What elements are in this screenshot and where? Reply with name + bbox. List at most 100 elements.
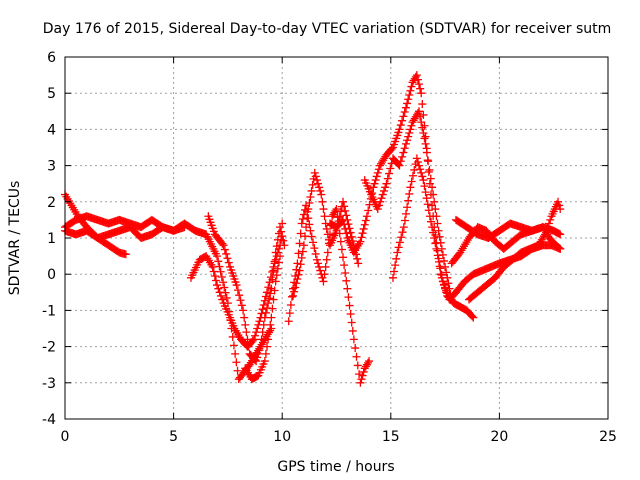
- data-point: [340, 220, 349, 229]
- data-point: [386, 164, 395, 173]
- data-point: [426, 217, 435, 226]
- data-point: [261, 349, 270, 358]
- data-point: [356, 237, 365, 246]
- data-point: [267, 313, 276, 322]
- data-point: [343, 284, 352, 293]
- data-point: [422, 148, 431, 157]
- data-point: [274, 258, 283, 267]
- data-point: [341, 206, 350, 215]
- data-point: [240, 313, 249, 322]
- y-axis-label: SDTVAR / TECUs: [7, 181, 23, 296]
- data-series: [61, 71, 565, 387]
- data-point: [418, 100, 427, 109]
- data-point: [337, 245, 346, 254]
- series-track-7: [284, 201, 374, 387]
- data-point: [556, 244, 565, 253]
- chart-title: Day 176 of 2015, Sidereal Day-to-day VTE…: [43, 21, 612, 37]
- data-point: [222, 249, 231, 258]
- data-point: [441, 262, 450, 271]
- data-point: [268, 268, 277, 277]
- data-point: [310, 168, 319, 177]
- data-point: [322, 255, 331, 264]
- data-point: [397, 233, 406, 242]
- data-point: [400, 144, 409, 153]
- data-point: [310, 244, 319, 253]
- x-tick-label: 20: [490, 429, 508, 445]
- data-point: [356, 378, 365, 387]
- data-point: [428, 183, 437, 192]
- data-point: [400, 108, 409, 117]
- y-tick-label: -4: [42, 412, 56, 428]
- data-point: [233, 286, 242, 295]
- data-point: [320, 212, 329, 221]
- x-axis-label: GPS time / hours: [277, 459, 394, 475]
- data-point: [400, 216, 409, 225]
- data-point: [417, 89, 426, 98]
- data-point: [426, 174, 435, 183]
- data-point: [228, 332, 237, 341]
- data-point: [121, 250, 130, 259]
- data-point: [408, 171, 417, 180]
- data-point: [298, 247, 307, 256]
- y-tick-label: 5: [47, 86, 56, 102]
- data-point: [319, 277, 328, 286]
- data-point: [302, 223, 311, 232]
- data-point: [407, 177, 416, 186]
- data-point: [237, 301, 246, 310]
- data-point: [424, 206, 433, 215]
- data-point: [404, 95, 413, 104]
- data-point: [229, 341, 238, 350]
- data-point: [340, 202, 349, 211]
- data-point: [556, 205, 565, 214]
- data-point: [309, 238, 318, 247]
- data-point: [544, 219, 553, 228]
- data-point: [219, 241, 228, 250]
- data-point: [296, 229, 305, 238]
- data-point: [255, 317, 264, 326]
- data-point: [277, 227, 286, 236]
- data-point: [345, 301, 354, 310]
- data-point: [295, 239, 304, 248]
- data-point: [322, 224, 331, 233]
- data-point: [336, 237, 345, 246]
- data-point: [323, 230, 332, 239]
- data-point: [323, 248, 332, 257]
- data-point: [253, 353, 262, 362]
- data-point: [423, 200, 432, 209]
- data-point: [348, 326, 357, 335]
- data-point: [381, 183, 390, 192]
- data-point: [340, 261, 349, 270]
- data-point: [413, 157, 422, 166]
- data-point: [417, 118, 426, 127]
- data-point: [371, 176, 380, 185]
- data-point: [319, 205, 328, 214]
- data-point: [270, 286, 279, 295]
- data-point: [294, 270, 303, 279]
- data-point: [442, 268, 451, 277]
- data-point: [419, 176, 428, 185]
- data-point: [260, 357, 269, 366]
- data-point: [272, 242, 281, 251]
- data-point: [266, 289, 275, 298]
- data-point: [370, 179, 379, 188]
- data-point: [377, 194, 386, 203]
- axis-ticks: 0 5 10 15 20 25 -4 -3 -2 -1 0 1 2 3 4 5 6: [42, 50, 617, 445]
- data-point: [296, 260, 305, 269]
- data-point: [232, 281, 241, 290]
- data-point: [235, 291, 244, 300]
- data-point: [424, 167, 433, 176]
- data-point: [359, 367, 368, 376]
- data-point: [291, 283, 300, 292]
- data-point: [395, 161, 404, 170]
- data-point: [417, 168, 426, 177]
- data-point: [398, 228, 407, 237]
- data-point: [278, 232, 287, 241]
- data-point: [351, 344, 360, 353]
- data-point: [424, 157, 433, 166]
- data-point: [402, 103, 411, 112]
- data-point: [406, 86, 415, 95]
- data-point: [317, 190, 326, 199]
- data-point: [468, 312, 477, 321]
- series-track-13: [464, 197, 565, 304]
- data-point: [321, 262, 330, 271]
